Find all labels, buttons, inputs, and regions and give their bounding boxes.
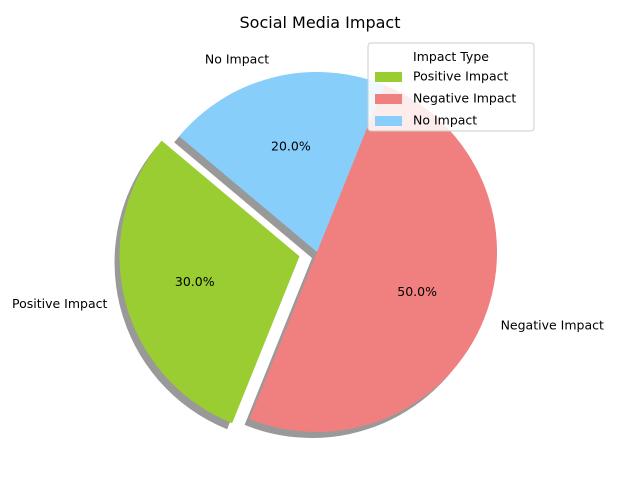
percent-label-no-impact: 20.0%: [271, 139, 311, 154]
legend-swatch-positive-impact: [375, 72, 402, 82]
legend-swatch-negative-impact: [375, 94, 402, 104]
slice-label-negative-impact: Negative Impact: [501, 318, 604, 333]
slice-no-impact: [179, 71, 385, 252]
slice-label-no-impact: No Impact: [205, 51, 269, 66]
chart-title: Social Media Impact: [240, 13, 401, 32]
legend-label-no-impact: No Impact: [413, 113, 477, 128]
pie-slices: [119, 71, 498, 432]
legend-frame: [367, 42, 535, 132]
legend-label-negative-impact: Negative Impact: [413, 91, 516, 106]
percent-labels: 30.0% 50.0% 20.0%: [175, 139, 437, 299]
percent-label-positive-impact: 30.0%: [175, 274, 215, 289]
percent-label-negative-impact: 50.0%: [397, 284, 437, 299]
legend-swatch-no-impact: [375, 116, 402, 126]
slice-negative-impact: [249, 85, 498, 432]
legend-title: Impact Type: [413, 49, 489, 64]
slice-label-positive-impact: Positive Impact: [12, 296, 107, 311]
legend: Impact Type Positive Impact Negative Impa…: [367, 42, 535, 132]
legend-label-positive-impact: Positive Impact: [413, 69, 508, 84]
slice-labels: Positive Impact Negative Impact No Impact: [12, 51, 604, 332]
slice-positive-impact: [119, 140, 300, 424]
legend-entries: Positive Impact Negative Impact No Impact: [375, 69, 516, 128]
